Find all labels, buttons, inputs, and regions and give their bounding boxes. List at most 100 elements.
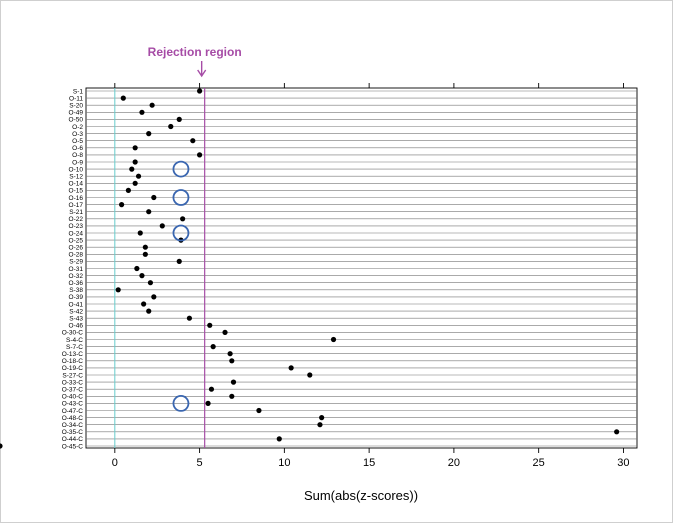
data-point	[146, 131, 152, 137]
row-label: O-33-C	[62, 379, 84, 386]
data-points	[0, 88, 620, 449]
row-label: O-36	[69, 280, 84, 287]
row-label: O-32	[69, 273, 84, 280]
data-point	[230, 379, 237, 385]
data-point	[135, 173, 142, 179]
row-label: S-38	[69, 287, 83, 294]
x-tick-label: 20	[448, 457, 460, 469]
row-label: O-5	[72, 138, 83, 145]
data-point	[614, 429, 620, 435]
data-point	[256, 407, 262, 414]
data-point	[307, 372, 313, 378]
data-point	[142, 244, 148, 250]
row-label: O-40-C	[62, 394, 84, 401]
data-point	[168, 123, 174, 130]
row-label: O-49	[69, 110, 84, 117]
data-point	[210, 344, 216, 350]
row-label: O-48-C	[62, 415, 84, 422]
row-label: O-39	[69, 294, 84, 301]
data-point	[132, 159, 138, 165]
row-label: O-37-C	[62, 387, 84, 394]
data-point	[317, 422, 323, 428]
row-label: S-4-C	[66, 337, 83, 344]
data-point	[159, 223, 165, 229]
row-label: O-30-C	[62, 330, 84, 337]
data-point	[180, 216, 186, 222]
data-point	[229, 358, 235, 364]
row-label: O-3	[72, 131, 83, 138]
data-point	[119, 202, 125, 208]
row-label: O-35-C	[62, 429, 84, 436]
row-label: O-26	[69, 245, 84, 252]
data-point	[137, 230, 143, 236]
row-label: S-12	[69, 174, 83, 181]
row-label: S-27-C	[62, 372, 83, 379]
row-label: S-42	[69, 308, 83, 315]
row-label: O-31	[69, 266, 84, 273]
x-tick-label: 10	[278, 457, 290, 469]
data-point	[229, 393, 235, 399]
data-point	[0, 443, 3, 449]
row-label: O-13-C	[62, 351, 84, 358]
data-point	[125, 187, 131, 193]
row-label: O-44-C	[62, 436, 84, 443]
data-point	[207, 322, 213, 328]
row-label: S-21	[69, 209, 83, 216]
row-label: O-45-C	[62, 443, 84, 450]
rejection-region-arrow-icon	[197, 61, 207, 78]
data-point	[115, 287, 121, 293]
x-axis-label: Sum(abs(z-scores))	[304, 488, 418, 503]
data-point	[132, 180, 138, 186]
row-label: O-23	[69, 223, 84, 230]
row-label: O-10	[69, 166, 84, 173]
data-point	[208, 386, 215, 392]
x-tick-label: 15	[363, 457, 375, 469]
plot-area	[85, 87, 638, 449]
data-point	[330, 336, 337, 343]
row-label: O-28	[69, 252, 84, 259]
row-label: O-22	[69, 216, 84, 223]
row-label: O-16	[69, 195, 84, 202]
data-point	[151, 194, 157, 201]
data-point	[129, 166, 135, 172]
data-point	[227, 351, 233, 357]
x-tick-label: 0	[112, 457, 118, 469]
row-labels: S-1O-11S-20O-49O-50O-2O-3O-5O-6O-8O-9O-1…	[62, 88, 84, 450]
data-point	[196, 88, 203, 94]
data-point	[149, 102, 155, 108]
data-point	[139, 273, 145, 279]
row-label: O-14	[69, 181, 84, 188]
row-gridlines	[86, 90, 637, 447]
highlight-circle-icon	[172, 160, 190, 178]
data-point	[222, 329, 228, 335]
data-point	[139, 109, 145, 115]
x-tick-label: 5	[197, 457, 203, 469]
row-label: O-2	[72, 124, 83, 131]
data-point	[196, 152, 203, 158]
row-label: S-20	[69, 103, 83, 110]
row-label: O-8	[72, 152, 83, 159]
row-label: O-17	[69, 202, 84, 209]
data-point	[146, 308, 152, 314]
row-label: S-7-C	[66, 344, 83, 351]
row-label: O-25	[69, 237, 84, 244]
data-point	[176, 116, 182, 122]
row-label: S-29	[69, 259, 83, 266]
data-point	[186, 315, 193, 321]
row-label: O-41	[69, 301, 84, 308]
row-label: O-19-C	[62, 365, 84, 372]
highlight-markers	[172, 160, 190, 412]
row-label: O-43-C	[62, 401, 84, 408]
row-label: O-6	[72, 145, 83, 152]
row-label: O-46	[69, 323, 84, 330]
x-tick-label: 25	[533, 457, 545, 469]
row-label: O-47-C	[62, 408, 84, 415]
data-point	[142, 251, 148, 257]
highlight-circle-icon	[172, 224, 190, 242]
x-axis: 0 5 10 15 20 25 30	[112, 83, 630, 469]
rejection-region-label: Rejection region	[148, 45, 242, 59]
highlight-circle-icon	[172, 189, 190, 206]
data-point	[147, 280, 154, 286]
row-label: O-50	[69, 117, 84, 124]
